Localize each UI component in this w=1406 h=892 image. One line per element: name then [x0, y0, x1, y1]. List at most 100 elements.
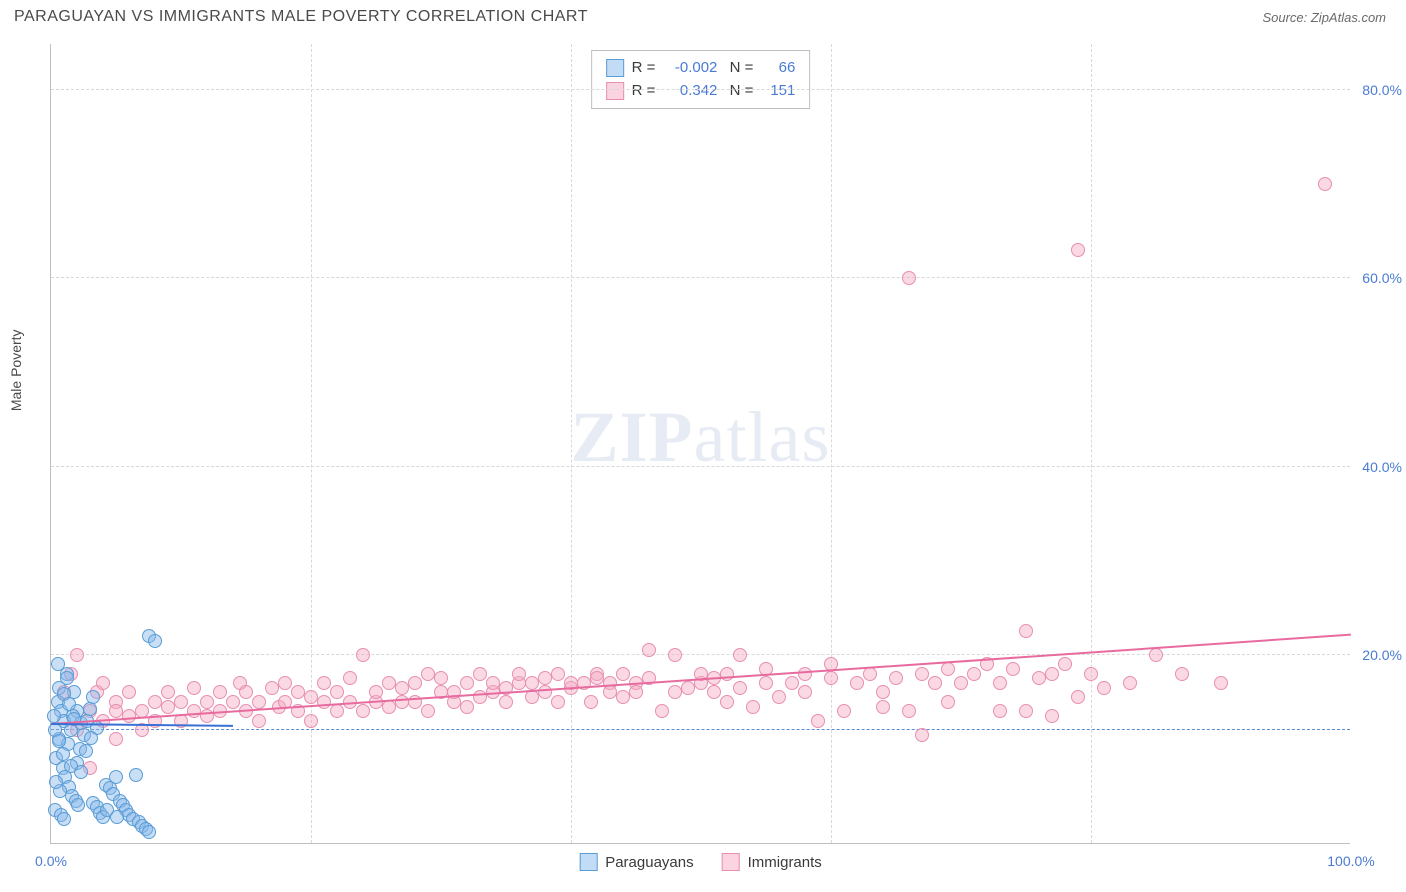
- data-point: [161, 700, 175, 714]
- x-tick-label: 100.0%: [1327, 853, 1374, 869]
- data-point: [291, 685, 305, 699]
- data-point: [746, 700, 760, 714]
- data-point: [681, 681, 695, 695]
- data-point: [47, 709, 61, 723]
- y-tick-label: 80.0%: [1362, 82, 1402, 98]
- legend-label-paraguayans: Paraguayans: [605, 854, 693, 871]
- data-point: [720, 695, 734, 709]
- data-point: [330, 704, 344, 718]
- data-point: [837, 704, 851, 718]
- data-point: [330, 685, 344, 699]
- data-point: [343, 671, 357, 685]
- data-point: [486, 676, 500, 690]
- data-point: [278, 676, 292, 690]
- data-point: [655, 704, 669, 718]
- legend-label-immigrants: Immigrants: [748, 854, 822, 871]
- data-point: [84, 731, 98, 745]
- data-point: [941, 662, 955, 676]
- data-point: [668, 685, 682, 699]
- data-point: [96, 676, 110, 690]
- data-point: [142, 825, 156, 839]
- data-point: [421, 704, 435, 718]
- watermark-atlas: atlas: [694, 396, 831, 476]
- data-point: [616, 690, 630, 704]
- data-point: [902, 704, 916, 718]
- data-point: [1071, 690, 1085, 704]
- data-point: [317, 676, 331, 690]
- data-point: [226, 695, 240, 709]
- data-point: [83, 702, 97, 716]
- data-point: [616, 667, 630, 681]
- data-point: [317, 695, 331, 709]
- data-point: [551, 667, 565, 681]
- data-point: [1019, 704, 1033, 718]
- gridline-horizontal: [51, 466, 1350, 467]
- stat-n-label: N =: [725, 80, 753, 103]
- header: PARAGUAYAN VS IMMIGRANTS MALE POVERTY CO…: [0, 0, 1406, 34]
- data-point: [785, 676, 799, 690]
- gridline-vertical: [831, 44, 832, 843]
- data-point: [434, 671, 448, 685]
- data-point: [824, 671, 838, 685]
- stat-r-value-paraguayans: -0.002: [663, 57, 717, 80]
- stat-n-label: N =: [725, 57, 753, 80]
- data-point: [1084, 667, 1098, 681]
- data-point: [187, 704, 201, 718]
- gridline-horizontal: [51, 277, 1350, 278]
- data-point: [79, 744, 93, 758]
- data-point: [1045, 709, 1059, 723]
- data-point: [642, 643, 656, 657]
- data-point: [122, 709, 136, 723]
- data-point: [1318, 177, 1332, 191]
- data-point: [1045, 667, 1059, 681]
- data-point: [1019, 624, 1033, 638]
- data-point: [590, 671, 604, 685]
- y-tick-label: 20.0%: [1362, 647, 1402, 663]
- data-point: [213, 685, 227, 699]
- data-point: [584, 695, 598, 709]
- data-point: [538, 671, 552, 685]
- chart-container: Male Poverty ZIPatlas R = -0.002 N = 66 …: [50, 44, 1390, 844]
- stat-n-value-paraguayans: 66: [761, 57, 795, 80]
- y-tick-label: 40.0%: [1362, 459, 1402, 475]
- data-point: [499, 695, 513, 709]
- swatch-blue-icon: [579, 853, 597, 871]
- data-point: [109, 704, 123, 718]
- stat-r-label: R =: [632, 57, 656, 80]
- stats-row-immigrants: R = 0.342 N = 151: [606, 80, 796, 103]
- data-point: [928, 676, 942, 690]
- data-point: [122, 685, 136, 699]
- data-point: [733, 648, 747, 662]
- data-point: [174, 695, 188, 709]
- data-point: [1058, 657, 1072, 671]
- data-point: [1097, 681, 1111, 695]
- data-point: [252, 714, 266, 728]
- data-point: [1071, 243, 1085, 257]
- gridline-horizontal: [51, 89, 1350, 90]
- stats-box: R = -0.002 N = 66 R = 0.342 N = 151: [591, 50, 811, 109]
- data-point: [382, 676, 396, 690]
- chart-title: PARAGUAYAN VS IMMIGRANTS MALE POVERTY CO…: [14, 8, 588, 26]
- data-point: [993, 704, 1007, 718]
- data-point: [668, 648, 682, 662]
- data-point: [967, 667, 981, 681]
- data-point: [408, 676, 422, 690]
- watermark-zip: ZIP: [571, 396, 694, 476]
- data-point: [49, 775, 63, 789]
- data-point: [1032, 671, 1046, 685]
- x-tick-label: 0.0%: [35, 853, 67, 869]
- data-point: [993, 676, 1007, 690]
- data-point: [1149, 648, 1163, 662]
- data-point: [148, 695, 162, 709]
- data-point: [525, 676, 539, 690]
- data-point: [265, 681, 279, 695]
- data-point: [395, 681, 409, 695]
- data-point: [395, 695, 409, 709]
- data-point: [876, 685, 890, 699]
- stats-row-paraguayans: R = -0.002 N = 66: [606, 57, 796, 80]
- gridline-vertical: [1091, 44, 1092, 843]
- data-point: [200, 695, 214, 709]
- data-point: [71, 798, 85, 812]
- data-point: [538, 685, 552, 699]
- data-point: [148, 634, 162, 648]
